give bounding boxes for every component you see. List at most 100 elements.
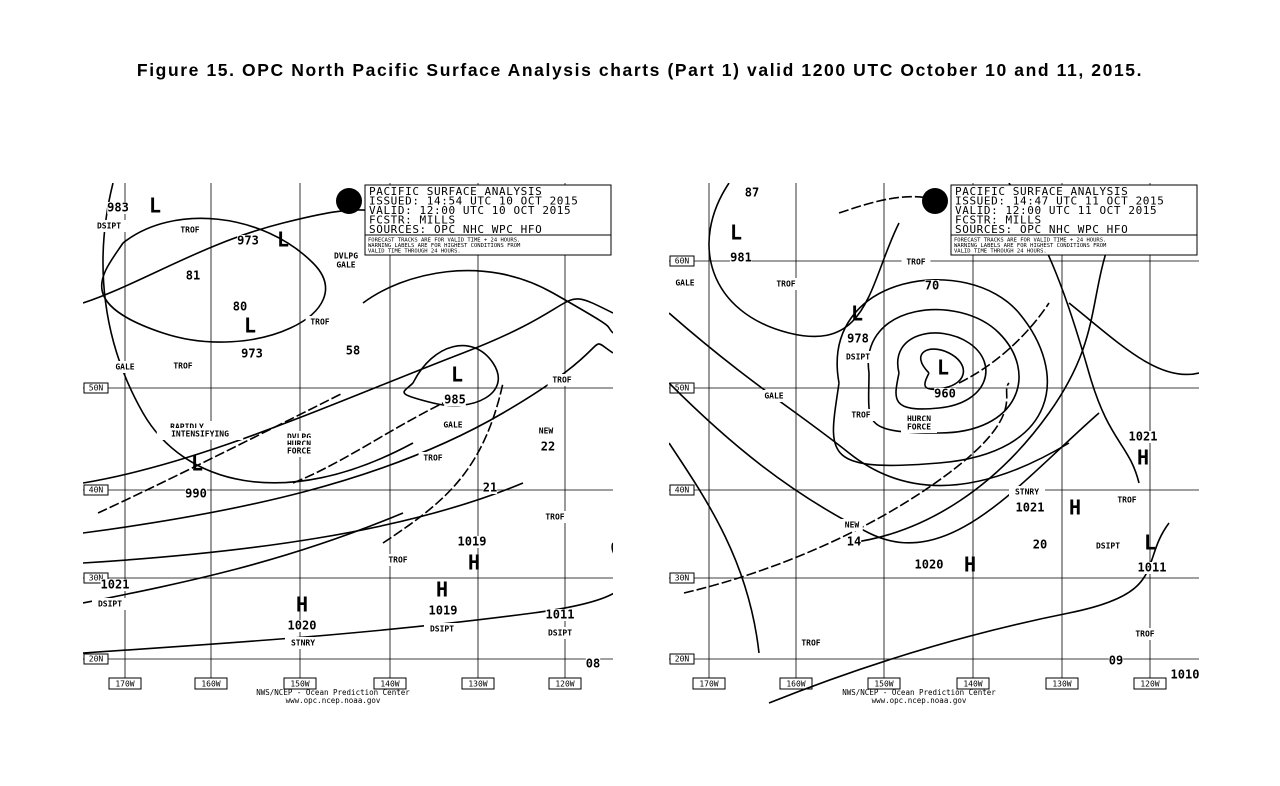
front — [382, 382, 504, 544]
surface-map: 170W 160W 150W 140W 130W 120W 50N 40N 30N 20N PACI… — [83, 183, 613, 705]
label-bg — [1108, 655, 1124, 667]
label-bg — [1112, 494, 1142, 506]
lon-box — [194, 677, 228, 690]
lon-box — [548, 677, 582, 690]
pressure-center: L — [1144, 531, 1156, 555]
isobar — [1068, 302, 1199, 376]
surface-map: 170W 160W 150W 140W 130W 120W 60N 50N 40N 30N 20N P… — [669, 183, 1199, 705]
map-label: TROF — [545, 513, 564, 522]
label-bg — [901, 256, 931, 268]
note-box — [364, 234, 612, 256]
label-bg — [901, 421, 937, 433]
lon-box — [108, 677, 142, 690]
header-line: PACIFIC SURFACE ANALYSIS — [369, 185, 542, 198]
map-label: 985 — [444, 393, 466, 407]
label-bg — [540, 511, 570, 523]
label-bg — [846, 409, 876, 421]
map-label: 983 — [107, 201, 129, 215]
map-label: 981 — [730, 251, 752, 265]
pressure-center: H — [296, 593, 308, 617]
map-label: 80 — [233, 300, 247, 314]
map-label: DSIPT — [548, 629, 572, 638]
label-bg — [771, 278, 801, 290]
lon-box — [461, 677, 495, 690]
pressure-center: L — [730, 221, 742, 245]
isobar — [83, 512, 404, 604]
pressure-center: H — [1069, 496, 1081, 520]
label-bg — [444, 394, 466, 406]
map-label: 1021 — [1129, 430, 1158, 444]
map-label: 960 — [934, 387, 956, 401]
map-label: 1010 — [1171, 668, 1199, 682]
label-bg — [796, 637, 826, 649]
lat-box — [669, 382, 695, 394]
lat-label: 30N — [89, 574, 104, 583]
map-label: GALE — [115, 363, 134, 372]
label-bg — [1009, 486, 1045, 498]
note-line: VALID TIME THROUGH 24 HOURS. — [368, 249, 461, 255]
front — [292, 402, 444, 484]
label-bg — [156, 428, 244, 440]
label-bg — [1090, 540, 1126, 552]
label-bg — [535, 425, 557, 437]
front — [683, 382, 1010, 594]
map-frame — [669, 183, 1199, 691]
lat-box — [83, 382, 109, 394]
map-label: NEW — [845, 521, 860, 530]
label-bg — [110, 361, 140, 373]
lat-box — [669, 484, 695, 496]
map-label: STNRY — [1015, 488, 1039, 497]
lat-box — [669, 653, 695, 665]
map-label: TROF — [776, 280, 795, 289]
isobar — [83, 298, 613, 484]
label-bg — [744, 187, 760, 199]
map-label: 08 — [586, 657, 600, 671]
lon-box — [1133, 677, 1167, 690]
label-bg — [418, 452, 448, 464]
pressure-center: L — [937, 356, 949, 380]
map-label: 973 — [241, 347, 263, 361]
map-label: GALE — [764, 392, 783, 401]
lat-box — [83, 653, 109, 665]
label-bg — [287, 620, 317, 632]
credit: www.opc.ncep.noaa.gov — [286, 696, 381, 705]
pressure-center: H — [436, 578, 448, 602]
front — [97, 392, 344, 514]
pressure-center: L — [191, 452, 203, 476]
map-label: TROF — [1117, 496, 1136, 505]
lon-label: 150W — [874, 680, 893, 689]
label-bg — [730, 252, 752, 264]
label-bg — [841, 519, 863, 531]
lat-label: 30N — [675, 574, 690, 583]
map-label: 09 — [1109, 654, 1123, 668]
lon-label: 160W — [201, 680, 220, 689]
label-bg — [585, 658, 601, 670]
map-label: DVLPG — [287, 433, 311, 442]
map-label: 1011 — [546, 608, 575, 622]
lat-box — [669, 572, 695, 584]
map-label: DSIPT — [846, 353, 870, 362]
label-bg — [914, 559, 944, 571]
lon-label: 120W — [1140, 680, 1159, 689]
isobar — [867, 308, 1020, 434]
isobar — [403, 344, 500, 407]
map-label: 1011 — [1138, 561, 1167, 575]
lon-label: 140W — [963, 680, 982, 689]
map-label: FORCE — [287, 447, 311, 456]
label-bg — [92, 598, 128, 610]
label-bg — [457, 536, 487, 548]
map-label: 978 — [847, 332, 869, 346]
isobar — [100, 217, 327, 343]
header-line: FCSTR: MILLS — [955, 214, 1042, 227]
map-label: TROF — [423, 454, 442, 463]
noaa-logo — [336, 188, 362, 214]
isobar — [669, 382, 1100, 544]
lon-label: 170W — [699, 680, 718, 689]
front — [958, 302, 1050, 384]
map-label: DSIPT — [430, 625, 454, 634]
map-label: 58 — [346, 344, 360, 358]
note-line: VALID TIME THROUGH 24 HOURS. — [954, 249, 1047, 255]
map-label: 973 — [237, 234, 259, 248]
label-bg — [846, 536, 862, 548]
